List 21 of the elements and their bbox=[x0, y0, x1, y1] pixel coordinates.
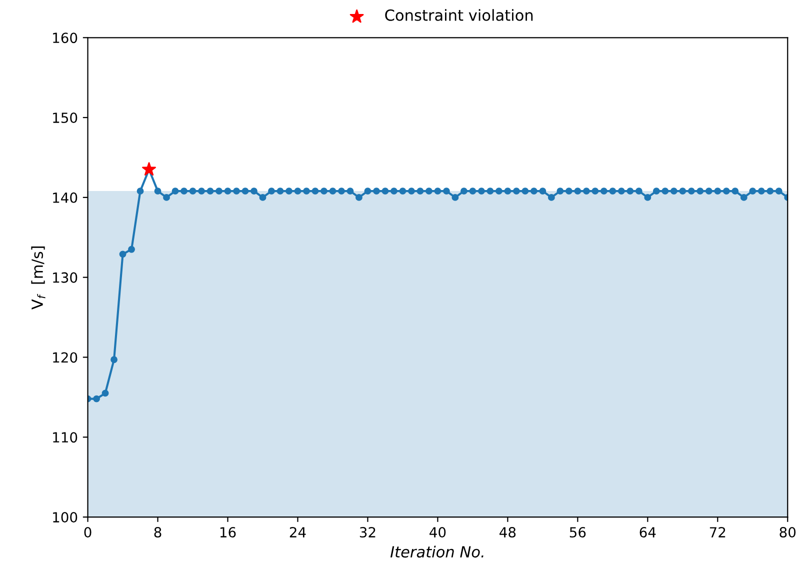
x-tick-label: 32 bbox=[360, 527, 376, 538]
y-tick-label: 160 bbox=[53, 32, 78, 44]
x-tick-label: 24 bbox=[290, 527, 306, 538]
y-tick-label: 130 bbox=[53, 272, 78, 283]
x-axis-title: Iteration No. bbox=[390, 546, 484, 558]
y-tick-label: 140 bbox=[53, 192, 78, 203]
y-tick-label: 150 bbox=[53, 112, 78, 124]
x-tick-label: 64 bbox=[640, 527, 656, 538]
y-tick-label: 120 bbox=[53, 352, 78, 363]
y-tick-label: 100 bbox=[53, 512, 78, 523]
x-tick-label: 56 bbox=[570, 527, 586, 538]
x-tick-label: 80 bbox=[780, 527, 796, 538]
x-tick-label: 48 bbox=[500, 527, 516, 538]
x-tick-label: 16 bbox=[220, 527, 236, 538]
y-tick-label: 110 bbox=[53, 432, 78, 443]
x-tick-label: 8 bbox=[154, 527, 162, 538]
x-tick-label: 72 bbox=[710, 527, 726, 538]
x-tick-label: 40 bbox=[430, 527, 446, 538]
x-tick-label: 0 bbox=[84, 527, 92, 538]
legend-label: Constraint violation bbox=[385, 9, 533, 21]
y-axis-title: V$_{f}$ [m/s] bbox=[31, 246, 46, 310]
